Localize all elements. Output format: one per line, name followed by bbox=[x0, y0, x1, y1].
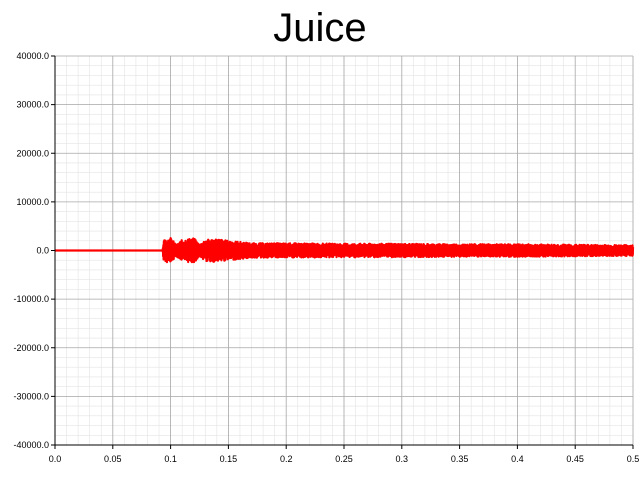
x-tick-label: 0.1 bbox=[164, 454, 177, 464]
axes bbox=[51, 55, 634, 449]
y-tick-label: 20000.0 bbox=[16, 148, 49, 158]
x-tick-label: 0.0 bbox=[49, 454, 62, 464]
series-line-0 bbox=[54, 237, 635, 264]
x-tick-label: 0.4 bbox=[511, 454, 524, 464]
x-tick-label: 0.35 bbox=[451, 454, 469, 464]
x-tick-label: 0.05 bbox=[104, 454, 122, 464]
x-tick-label: 0.2 bbox=[280, 454, 293, 464]
x-tick-label: 0.5 bbox=[627, 454, 640, 464]
y-tick-label: 40000.0 bbox=[16, 51, 49, 61]
x-tick-label: 0.3 bbox=[396, 454, 409, 464]
y-tick-label: -20000.0 bbox=[13, 343, 49, 353]
x-tick-label: 0.25 bbox=[335, 454, 353, 464]
x-tick-label: 0.45 bbox=[566, 454, 584, 464]
x-tick-label: 0.15 bbox=[220, 454, 238, 464]
series-layer bbox=[54, 237, 635, 264]
y-tick-label: -30000.0 bbox=[13, 391, 49, 401]
y-tick-label: -10000.0 bbox=[13, 294, 49, 304]
y-tick-label: 0.0 bbox=[36, 246, 49, 256]
y-tick-label: -40000.0 bbox=[13, 440, 49, 450]
y-tick-label: 30000.0 bbox=[16, 100, 49, 110]
y-tick-labels: 40000.0 30000.0 20000.0 10000.0 0.0 -10000.0 -… bbox=[13, 51, 49, 450]
chart-title: Juice bbox=[273, 6, 367, 50]
y-tick-label: 10000.0 bbox=[16, 197, 49, 207]
x-tick-labels: 0.0 0.05 0.1 0.15 0.2 0.25 0.3 0.35 0.4 0.45 0.5 bbox=[49, 454, 640, 464]
